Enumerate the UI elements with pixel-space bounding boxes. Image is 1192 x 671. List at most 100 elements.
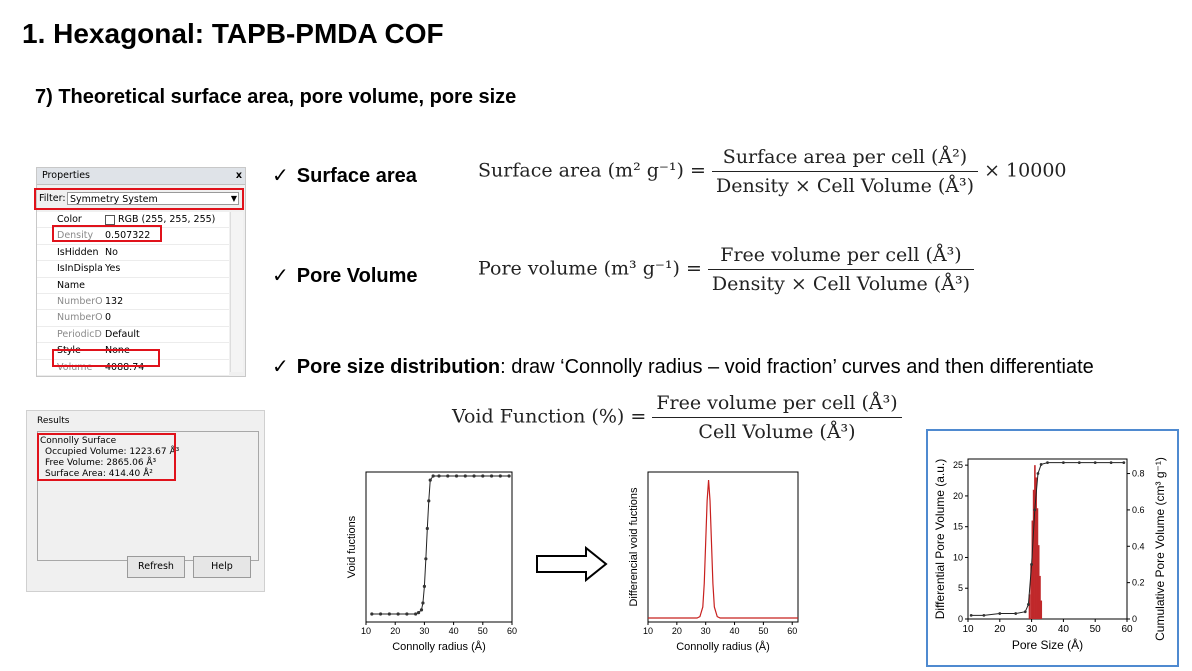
plot-frame: [647, 471, 799, 623]
void-fraction-chart: 10 20 30 40 50 60 Connolly radius (Å) Void fuct…: [346, 471, 517, 653]
results-line: Free Volume: 2865.06 Å³: [45, 458, 157, 468]
data-point: [396, 612, 400, 616]
property-value: 4088.74: [105, 361, 145, 373]
x-tick-label: 30: [419, 626, 429, 636]
property-value: 0.507322: [105, 230, 151, 242]
slide-subtitle: 7) Theoretical surface area, pore volume…: [35, 86, 517, 108]
data-point: [472, 474, 476, 478]
cumulative-point: [969, 613, 973, 617]
property-row-density[interactable]: Density 0.507322: [37, 228, 229, 245]
cumulative-point: [982, 613, 986, 617]
x-tick-label: 20: [390, 626, 400, 636]
x-tick-label: 20: [672, 626, 682, 636]
equation-denominator: Density × Cell Volume (Å³): [711, 273, 970, 295]
data-point: [431, 474, 435, 478]
y2-tick-label: 0: [1132, 614, 1137, 624]
property-key: Volume: [57, 361, 93, 373]
equation-multiplier: × 10000: [984, 159, 1067, 182]
data-point: [419, 608, 424, 612]
y2-tick-label: 0.2: [1132, 578, 1145, 588]
data-point: [437, 474, 441, 478]
property-row-numberof-1[interactable]: NumberO 132: [37, 294, 229, 311]
property-value: Yes: [105, 263, 121, 275]
cumulative-point: [1093, 461, 1097, 465]
bar: [1035, 477, 1037, 619]
plot-frame: [365, 471, 513, 623]
properties-panel: Properties x Filter: Symmetry System ▼ C…: [36, 167, 246, 377]
property-grid: Color RGB (255, 255, 255) Density 0.507322…: [37, 212, 229, 376]
bar: [1040, 600, 1043, 619]
arrow-right-icon: [536, 545, 608, 583]
property-scrollbar[interactable]: [230, 212, 243, 372]
plot-frame: [967, 458, 1128, 620]
data-point: [489, 474, 494, 478]
x-tick-label: 10: [643, 626, 653, 636]
x-tick-label: 20: [994, 624, 1006, 635]
equation-numerator: Free volume per cell (Å³): [652, 392, 902, 418]
equation-lhs: Pore volume (m³ g⁻¹) =: [478, 257, 702, 280]
item-pore-size: ✓ Pore size distribution: draw ‘Connolly …: [272, 356, 1094, 378]
property-key: Color: [57, 214, 82, 225]
slide-title: 1. Hexagonal: TAPB-PMDA COF: [22, 18, 444, 49]
cumulative-point: [1109, 461, 1113, 465]
cumulative-point: [1033, 508, 1037, 512]
cumulative-point: [1023, 610, 1027, 614]
property-key: NumberO: [57, 312, 102, 324]
results-panel: Results Connolly Surface Occupied Volume…: [26, 410, 265, 592]
properties-titlebar: Properties x: [37, 168, 245, 185]
cumulative-point: [1027, 603, 1030, 606]
data-point: [446, 474, 450, 478]
x-axis-label: Connolly radius (Å): [392, 640, 486, 653]
x-tick-label: 60: [507, 626, 517, 636]
y2-tick-label: 0.6: [1132, 505, 1145, 515]
data-point: [416, 611, 421, 615]
x-tick-label: 30: [701, 626, 711, 636]
property-key: IsInDisplay: [57, 263, 102, 275]
results-textbox[interactable]: Connolly Surface Occupied Volume: 1223.6…: [37, 431, 259, 561]
cumulative-point: [1036, 472, 1040, 475]
data-point: [507, 474, 511, 478]
property-row-name[interactable]: Name: [37, 278, 229, 294]
x-tick-label: 40: [730, 626, 740, 636]
surface-area-equation: Surface area (m² g⁻¹) = Surface area per…: [478, 146, 1067, 197]
pore-size-distribution-panel: [926, 429, 1179, 667]
series-line: [371, 475, 510, 615]
equation-denominator: Density × Cell Volume (Å³): [715, 175, 975, 197]
volume-highlight: [52, 349, 160, 367]
void-function-equation: Void Function (%) = Free volume per cell…: [452, 392, 902, 443]
x-tick-label: 60: [1121, 624, 1133, 635]
cumulative-point: [1030, 563, 1033, 566]
cumulative-point: [1039, 463, 1043, 466]
chevron-down-icon[interactable]: ▼: [230, 194, 237, 203]
results-line: Surface Area: 414.40 Å²: [45, 469, 153, 479]
bar: [1028, 594, 1031, 619]
property-row-numberof-2[interactable]: NumberO 0: [37, 310, 229, 327]
filter-select[interactable]: Symmetry System ▼: [67, 192, 239, 205]
x-tick-label: 40: [1058, 624, 1070, 635]
y2-tick-label: 0.8: [1132, 469, 1145, 479]
density-highlight: [52, 225, 162, 242]
property-key: IsHidden: [57, 246, 99, 258]
refresh-button[interactable]: Refresh: [127, 556, 185, 578]
results-highlight: [37, 433, 176, 481]
cumulative-line: [971, 462, 1124, 616]
y-axis-label: Differential Pore Volume (a.u.): [933, 459, 947, 620]
help-button[interactable]: Help: [193, 556, 251, 578]
item-label: Pore Volume: [296, 265, 418, 287]
data-point: [454, 474, 459, 478]
property-row-isindisplay[interactable]: IsInDisplayYes: [37, 261, 229, 278]
close-icon[interactable]: x: [235, 170, 242, 181]
y-tick-label: 0: [958, 614, 963, 624]
equation-fraction: Surface area per cell (Å²) Density × Cell…: [711, 146, 979, 197]
x-tick-label: 50: [758, 626, 768, 636]
property-row-periodic[interactable]: PeriodicDi Default: [37, 327, 229, 344]
property-row-color[interactable]: Color RGB (255, 255, 255): [37, 212, 229, 229]
bar: [1031, 520, 1034, 619]
y2-axis-label: Cumulative Pore Volume (cm³ g⁻¹): [1153, 457, 1167, 641]
property-row-ishidden[interactable]: IsHidden No: [37, 245, 229, 262]
property-row-volume[interactable]: Volume 4088.74: [37, 360, 229, 376]
data-point: [387, 612, 391, 616]
data-point: [498, 474, 502, 478]
y-tick-label: 25: [953, 460, 963, 470]
properties-title: Properties: [42, 170, 91, 181]
